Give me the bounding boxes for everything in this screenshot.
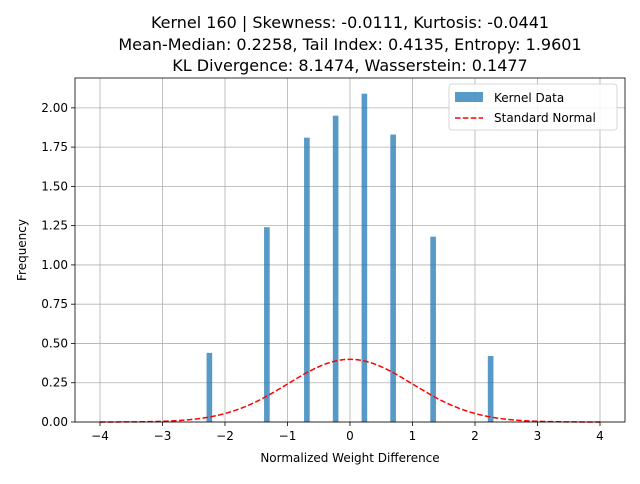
x-tick-label: 3 (534, 429, 542, 443)
x-tick-label: 1 (409, 429, 417, 443)
bar (390, 134, 396, 422)
y-tick-label: 0.25 (41, 376, 68, 390)
x-tick-label: −3 (154, 429, 172, 443)
title-line-1: Kernel 160 | Skewness: -0.0111, Kurtosis… (151, 13, 549, 32)
x-tick-label: 2 (471, 429, 479, 443)
x-tick-label: 4 (596, 429, 604, 443)
y-tick-label: 0.50 (41, 336, 68, 350)
chart-title: Kernel 160 | Skewness: -0.0111, Kurtosis… (118, 13, 581, 75)
legend-kernel-data-swatch (455, 92, 483, 102)
x-tick-label: −1 (279, 429, 297, 443)
y-tick-label: 0.75 (41, 297, 68, 311)
legend-kernel-data-label: Kernel Data (494, 91, 564, 105)
bar (487, 356, 494, 422)
x-tick-label: −4 (91, 429, 109, 443)
y-axis-label: Frequency (15, 219, 29, 281)
legend-standard-normal-label: Standard Normal (494, 111, 596, 125)
x-axis-label: Normalized Weight Difference (260, 451, 439, 465)
standard-normal-line (100, 358, 600, 423)
bar (264, 227, 270, 422)
legend: Kernel Data Standard Normal (448, 83, 618, 131)
bar (430, 236, 436, 422)
y-axis-ticks: 0.00 0.25 0.50 0.75 1.00 1.25 1.50 1.75 2.00 (41, 101, 75, 429)
y-tick-label: 0.00 (41, 415, 68, 429)
title-line-2: Mean-Median: 0.2258, Tail Index: 0.4135,… (118, 35, 581, 54)
x-axis-ticks: −4 −3 −2 −1 0 1 2 3 4 (91, 422, 604, 443)
y-tick-label: 1.00 (41, 258, 68, 272)
x-tick-label: 0 (346, 429, 354, 443)
y-tick-label: 1.50 (41, 179, 68, 193)
y-tick-label: 1.25 (41, 219, 68, 233)
x-tick-label: −2 (216, 429, 234, 443)
bar (361, 93, 368, 422)
bar (332, 115, 339, 422)
bar (304, 137, 310, 422)
title-line-3: KL Divergence: 8.1474, Wasserstein: 0.14… (172, 56, 527, 75)
y-tick-label: 1.75 (41, 140, 68, 154)
legend-box (448, 83, 618, 131)
bar (206, 352, 213, 422)
bar-series (206, 93, 494, 422)
y-tick-label: 2.00 (41, 101, 68, 115)
